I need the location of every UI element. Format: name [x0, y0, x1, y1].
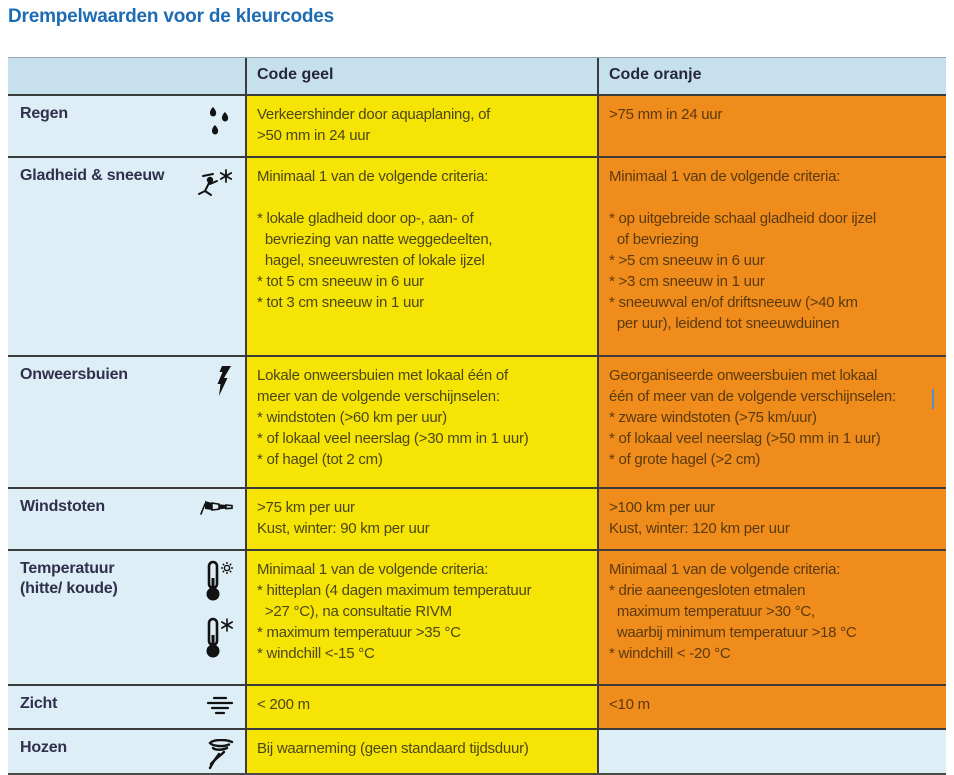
regen-oranje-cell: >75 mm in 24 uur	[597, 96, 946, 156]
windstoten-geel-text: >75 km per uur Kust, winter: 90 km per u…	[257, 499, 430, 537]
zicht-oranje-cell: <10 m	[597, 686, 946, 728]
gladheid-geel-text: Minimaal 1 van de volgende criteria: * l…	[257, 168, 493, 311]
regen-geel-cell: Verkeershinder door aquaplaning, of >50 …	[245, 96, 597, 156]
table-row-temperatuur: Temperatuur (hitte/ koude)	[8, 549, 946, 684]
tornado-icon	[205, 739, 235, 771]
row-label-temperatuur: Temperatuur (hitte/ koude)	[20, 560, 118, 597]
page-title: Drempelwaarden voor de kleurcodes	[8, 6, 335, 27]
lightning-icon	[213, 366, 235, 404]
header-code-oranje-label: Code oranje	[609, 66, 702, 83]
windsock-icon	[199, 498, 235, 524]
zicht-oranje-text: <10 m	[609, 696, 650, 713]
windstoten-oranje-text: >100 km per uur Kust, winter: 120 km per…	[609, 499, 790, 537]
table-row-zicht: Zicht < 200 m <10 m	[8, 684, 946, 728]
onweersbuien-oranje-text: Georganiseerde onweersbuien met lokaal é…	[609, 367, 896, 468]
threshold-table: Code geel Code oranje Regen Verkeershind…	[8, 57, 946, 775]
hozen-geel-text: Bij waarneming (geen standaard tijdsduur…	[257, 740, 529, 757]
regen-oranje-text: >75 mm in 24 uur	[609, 106, 723, 123]
regen-label-cell: Regen	[8, 96, 245, 156]
row-label-windstoten: Windstoten	[20, 498, 105, 515]
temperatuur-oranje-text: Minimaal 1 van de volgende criteria: * d…	[609, 561, 857, 662]
zicht-geel-text: < 200 m	[257, 696, 310, 713]
hozen-label-cell: Hozen	[8, 730, 245, 773]
temperatuur-oranje-cell: Minimaal 1 van de volgende criteria: * d…	[597, 551, 946, 684]
regen-geel-text: Verkeershinder door aquaplaning, of >50 …	[257, 106, 491, 144]
onweersbuien-geel-text: Lokale onweersbuien met lokaal één of me…	[257, 367, 529, 468]
onweersbuien-label-cell: Onweersbuien	[8, 357, 245, 487]
thermometer-snowflake-icon	[201, 617, 235, 661]
fog-icon	[205, 695, 235, 719]
row-label-hozen: Hozen	[20, 739, 68, 756]
thermometer-sun-icon	[201, 560, 235, 604]
gladheid-geel-cell: Minimaal 1 van de volgende criteria: * l…	[245, 158, 597, 355]
hozen-oranje-text	[599, 730, 946, 746]
windstoten-geel-cell: >75 km per uur Kust, winter: 90 km per u…	[245, 489, 597, 549]
temperatuur-icons	[197, 559, 235, 661]
table-row-windstoten: Windstoten >75 km per uur Kust, winter: …	[8, 487, 946, 549]
row-label-zicht: Zicht	[20, 695, 58, 712]
row-label-regen: Regen	[20, 105, 68, 122]
table-row-hozen: Hozen Bij waarneming (geen standaard tij…	[8, 728, 946, 773]
hozen-geel-cell: Bij waarneming (geen standaard tijdsduur…	[245, 730, 597, 773]
table-row-regen: Regen Verkeershinder door aquaplaning, o…	[8, 94, 946, 156]
onweersbuien-geel-cell: Lokale onweersbuien met lokaal één of me…	[245, 357, 597, 487]
temperatuur-geel-text: Minimaal 1 van de volgende criteria: * h…	[257, 561, 532, 662]
gladheid-oranje-cell: Minimaal 1 van de volgende criteria: * o…	[597, 158, 946, 355]
table-row-gladheid-sneeuw: Gladheid & sneeuw	[8, 156, 946, 355]
temperatuur-geel-cell: Minimaal 1 van de volgende criteria: * h…	[245, 551, 597, 684]
header-code-geel: Code geel	[245, 58, 597, 94]
row-label-gladheid: Gladheid & sneeuw	[20, 167, 165, 184]
header-empty-cell	[8, 58, 245, 94]
temperatuur-label-cell: Temperatuur (hitte/ koude)	[8, 551, 245, 684]
slipping-person-snow-icon	[197, 167, 235, 203]
table-row-onweersbuien: Onweersbuien Lokale onweersbuien met lok…	[8, 355, 946, 487]
windstoten-label-cell: Windstoten	[8, 489, 245, 549]
onweersbuien-oranje-cell: Georganiseerde onweersbuien met lokaal é…	[597, 357, 946, 487]
gladheid-label-cell: Gladheid & sneeuw	[8, 158, 245, 355]
zicht-geel-cell: < 200 m	[245, 686, 597, 728]
header-code-oranje: Code oranje	[597, 58, 946, 94]
table-header-row: Code geel Code oranje	[8, 58, 946, 94]
zicht-label-cell: Zicht	[8, 686, 245, 728]
gladheid-oranje-text: Minimaal 1 van de volgende criteria: * o…	[609, 168, 876, 332]
row-label-onweersbuien: Onweersbuien	[20, 366, 128, 383]
rain-icon	[203, 105, 235, 141]
text-cursor-artifact	[932, 389, 934, 409]
hozen-oranje-cell	[597, 730, 946, 773]
windstoten-oranje-cell: >100 km per uur Kust, winter: 120 km per…	[597, 489, 946, 549]
header-code-geel-label: Code geel	[257, 66, 334, 83]
